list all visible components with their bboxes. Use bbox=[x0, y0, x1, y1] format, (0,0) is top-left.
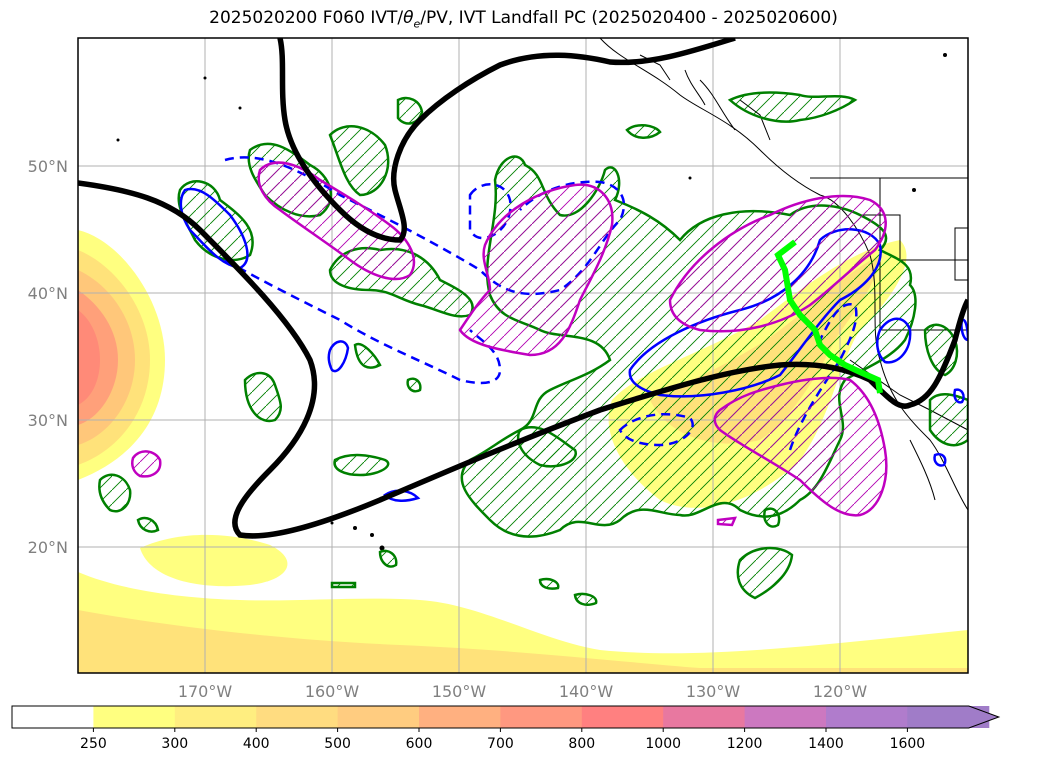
colorbar-tick-label: 1200 bbox=[727, 736, 763, 752]
colorbar-segment bbox=[500, 706, 583, 728]
jet-axis-lines bbox=[78, 38, 968, 539]
ivt-landfall-pc-contours bbox=[131, 161, 888, 527]
colorbar: 250 300 400 500 600 700 800 1000 1200 1400 1600 bbox=[11, 705, 1001, 752]
colorbar-tick-label: 1400 bbox=[808, 736, 844, 752]
colorbar-tick-label: 800 bbox=[568, 736, 595, 752]
colorbar-segment bbox=[12, 706, 94, 728]
title-theta: θ bbox=[403, 8, 414, 28]
lon-label: 140°W bbox=[559, 682, 614, 701]
colorbar-segment bbox=[663, 706, 746, 728]
islands bbox=[116, 53, 947, 551]
map-frame bbox=[77, 37, 969, 674]
colorbar-segment bbox=[256, 706, 339, 728]
colorbar-tick-label: 600 bbox=[406, 736, 433, 752]
title-prefix: 2025020200 F060 IVT/ bbox=[209, 8, 404, 28]
lon-label: 170°W bbox=[178, 682, 233, 701]
colorbar-extend-arrow bbox=[907, 706, 999, 728]
title-suffix: /PV, IVT Landfall PC (2025020400 - 20250… bbox=[420, 8, 838, 28]
lat-label: 50°N bbox=[28, 157, 68, 176]
colorbar-tick-label: 500 bbox=[324, 736, 351, 752]
colorbar-segment bbox=[826, 706, 908, 728]
lat-label: 40°N bbox=[28, 284, 68, 303]
lon-label: 130°W bbox=[686, 682, 741, 701]
colorbar-segment bbox=[337, 706, 420, 728]
colorbar-tick-label: 1000 bbox=[645, 736, 681, 752]
map-title: 2025020200 F060 IVT/θe/PV, IVT Landfall … bbox=[0, 8, 1047, 30]
colorbar-tick-label: 300 bbox=[161, 736, 188, 752]
landfall-line bbox=[774, 239, 883, 394]
colorbar-tick-label: 1600 bbox=[890, 736, 926, 752]
colorbar-outline bbox=[11, 705, 1001, 729]
colorbar-segment bbox=[744, 706, 827, 728]
lat-label: 20°N bbox=[28, 538, 68, 557]
colorbar-segment bbox=[174, 706, 257, 728]
lat-label: 30°N bbox=[28, 411, 68, 430]
colorbar-segment bbox=[581, 706, 664, 728]
lon-label: 150°W bbox=[432, 682, 487, 701]
colorbar-segment bbox=[419, 706, 501, 728]
longitude-labels: 170°W 160°W 150°W 140°W 130°W 120°W bbox=[178, 682, 868, 701]
lon-label: 120°W bbox=[813, 682, 868, 701]
lon-label: 160°W bbox=[305, 682, 360, 701]
title-theta-sub: e bbox=[413, 17, 421, 31]
latitude-labels: 50°N 40°N 30°N 20°N bbox=[28, 157, 68, 557]
colorbar-tick-label: 700 bbox=[487, 736, 514, 752]
colorbar-tick-label: 400 bbox=[243, 736, 270, 752]
colorbar-segment bbox=[93, 706, 176, 728]
colorbar-tick-label: 250 bbox=[80, 736, 107, 752]
